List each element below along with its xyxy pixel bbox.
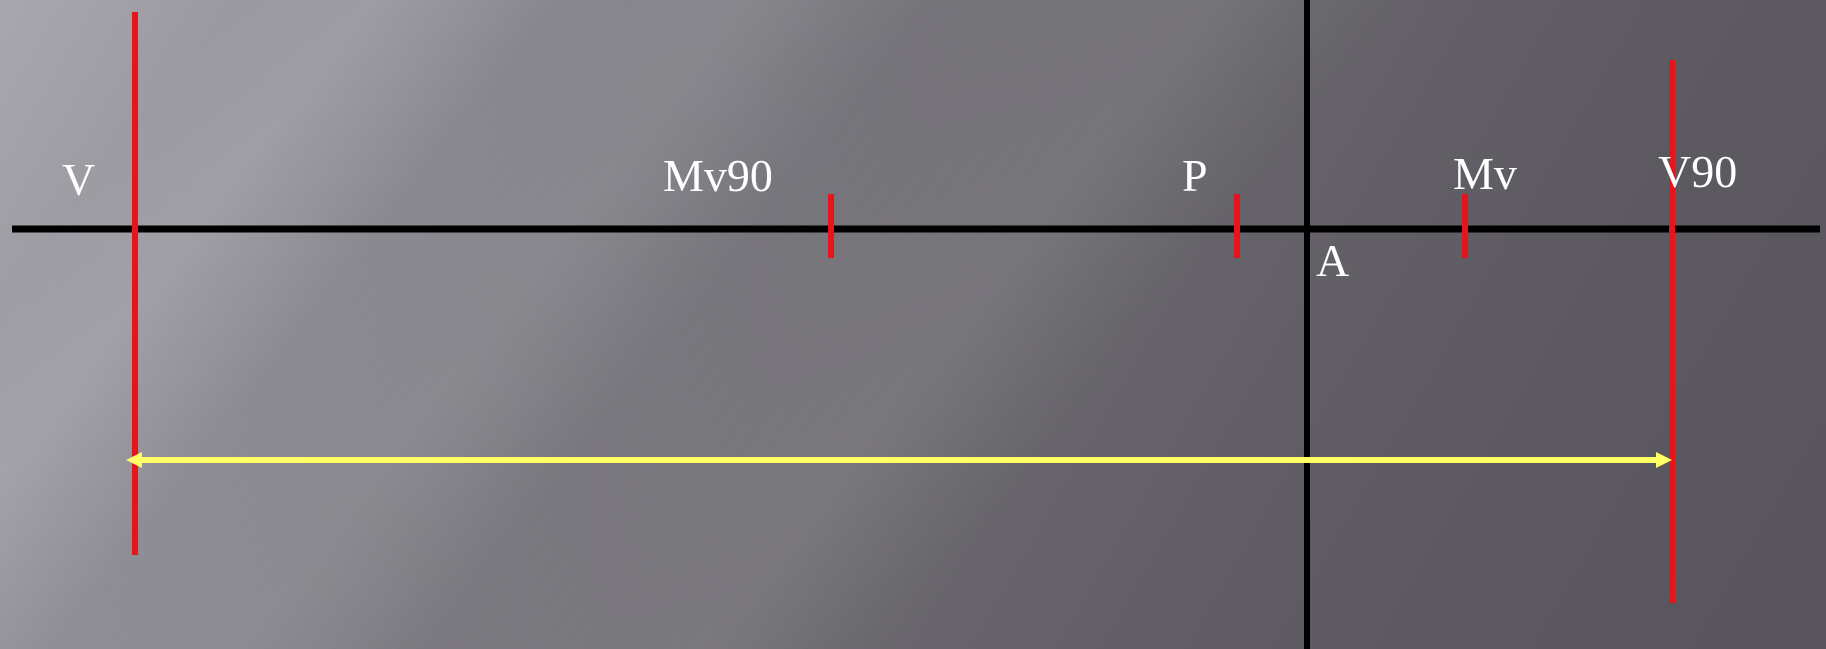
label-v: V	[62, 154, 96, 205]
label-v90: V90	[1658, 146, 1738, 197]
double-arrow	[126, 452, 1672, 468]
label-p: P	[1182, 150, 1208, 201]
label-mv: Mv	[1453, 148, 1517, 199]
label-mv90: Mv90	[663, 150, 773, 201]
label-a: A	[1316, 235, 1350, 286]
